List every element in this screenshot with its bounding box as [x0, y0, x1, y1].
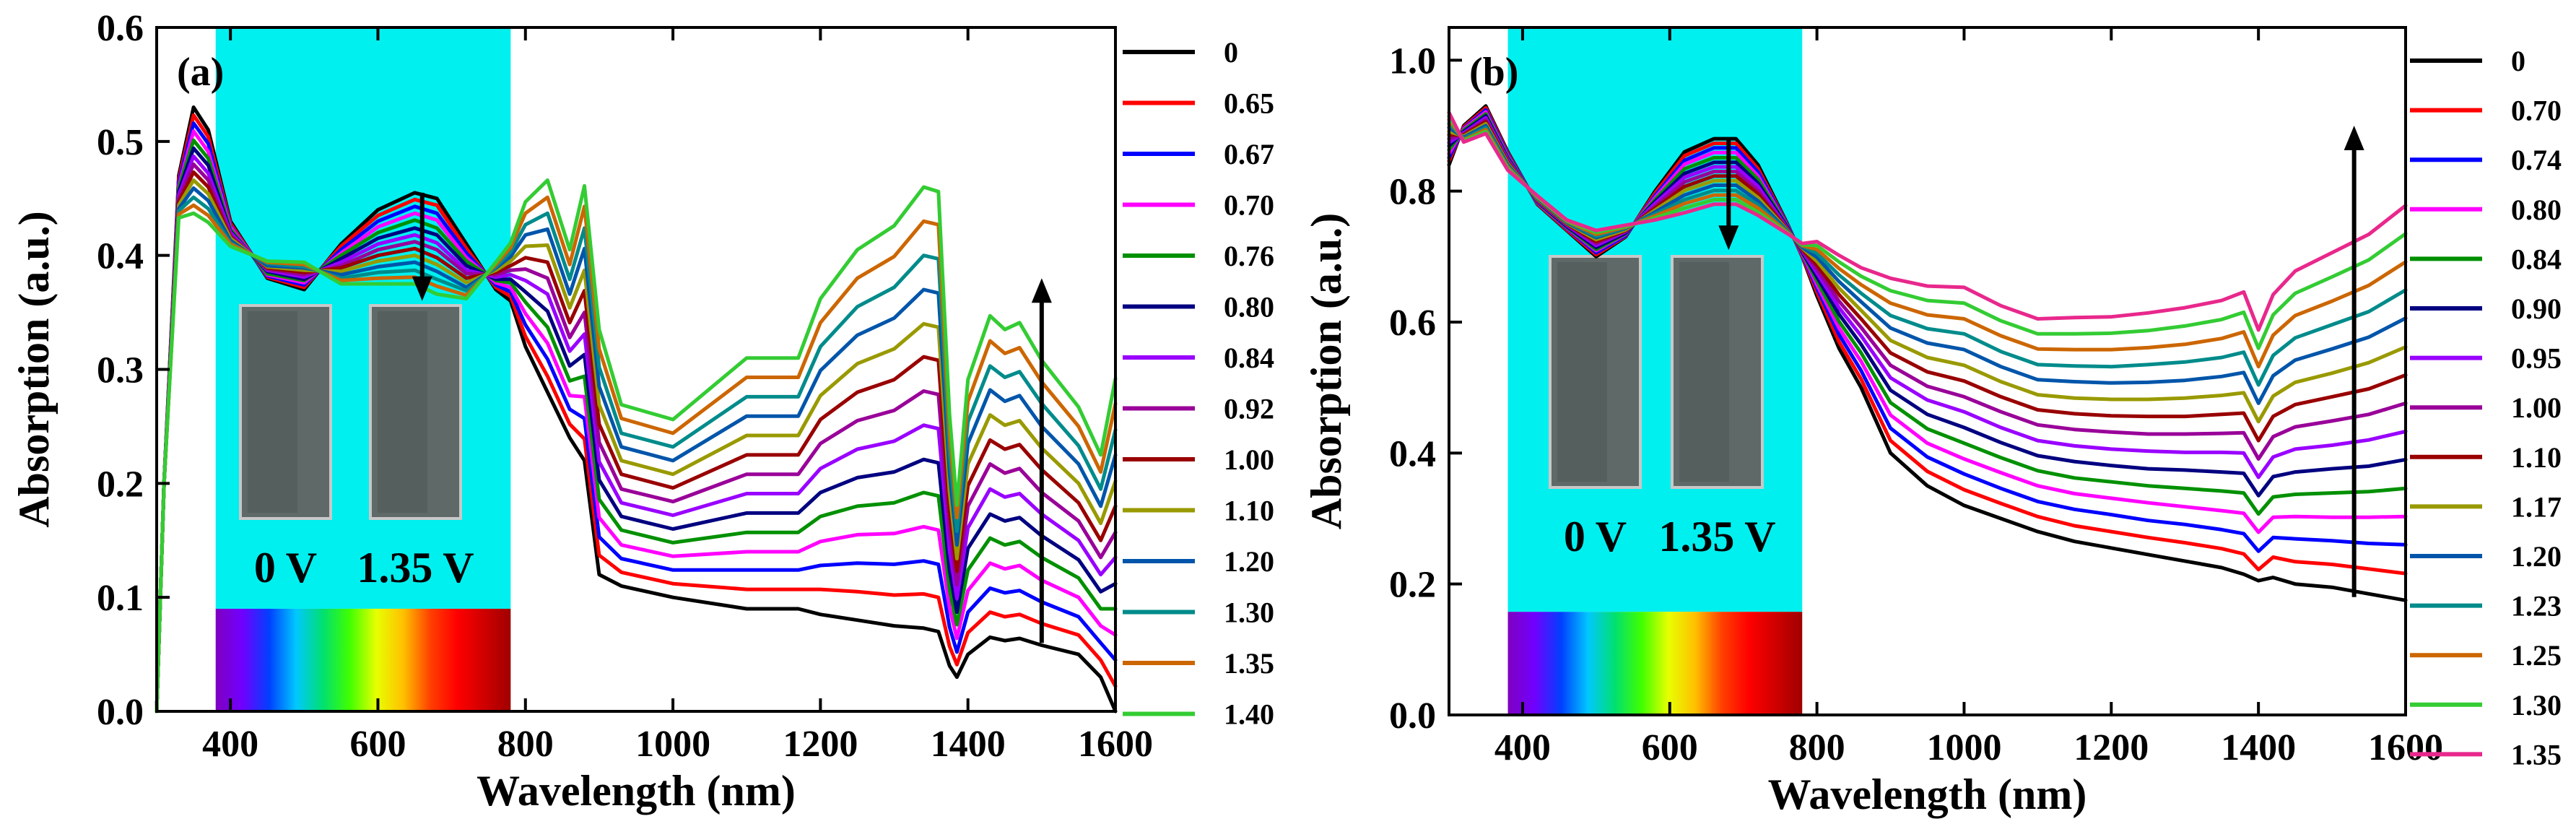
y-tick-label: 0.3 [97, 350, 144, 391]
legend-label: 1.00 [1224, 443, 1274, 476]
legend-label: 0.70 [1224, 189, 1274, 222]
sample-photo-film [1557, 262, 1607, 482]
x-tick-label: 1000 [635, 724, 710, 765]
inset-label-0v: 0 V [1564, 513, 1627, 560]
legend-label: 1.30 [2511, 689, 2562, 721]
legend-label: 0.65 [1224, 87, 1274, 120]
y-tick-label: 0.6 [1389, 303, 1436, 344]
sample-photo-film [248, 311, 297, 513]
x-tick-label: 400 [1494, 727, 1551, 768]
legend-label: 0.92 [1224, 393, 1274, 425]
legend-label: 0.80 [1224, 291, 1274, 324]
legend-label: 1.30 [1224, 597, 1274, 629]
y-tick-label: 0.2 [1389, 565, 1436, 606]
sample-photo-film [378, 311, 427, 513]
trend-arrow-head [1031, 278, 1052, 303]
trend-arrow-head [1718, 225, 1739, 251]
x-tick-label: 1600 [2368, 727, 2443, 768]
x-tick-label: 1000 [1926, 727, 2001, 768]
x-tick-label: 400 [202, 724, 258, 765]
x-axis-title: Wavelength (nm) [1768, 771, 2087, 818]
series-group [155, 105, 1118, 714]
y-tick-label: 0.4 [1389, 433, 1436, 474]
legend-label: 0.80 [2511, 194, 2562, 226]
y-tick-label: 0.8 [1389, 172, 1436, 213]
trend-arrow-head [2344, 126, 2364, 150]
legend-label: 0.70 [2511, 95, 2562, 127]
y-axis-title: Absorption (a.u.) [10, 211, 58, 527]
legend-label: 1.35 [1224, 647, 1274, 680]
legend: 0 0.65 0.67 0.70 0.76 0.80 0.84 0.92 1.00 1.10 1.2… [1123, 36, 1274, 731]
y-tick-label: 0.0 [1389, 695, 1436, 737]
legend-label: 0 [2511, 45, 2525, 77]
inset-label-1p35v: 1.35 V [357, 544, 474, 591]
x-tick-label: 800 [1789, 727, 1845, 768]
x-tick-label: 1400 [2221, 727, 2296, 768]
x-tick-label: 800 [497, 724, 554, 765]
legend-label: 0.74 [2511, 144, 2562, 176]
legend: 0 0.70 0.74 0.80 0.84 0.90 0.95 1.00 1.10 1.17 1.2… [2410, 45, 2562, 771]
series-group [1447, 104, 2408, 602]
x-tick-label: 1200 [783, 724, 858, 765]
x-tick-label: 1600 [1078, 724, 1153, 765]
y-tick-label: 0.0 [97, 692, 144, 733]
legend-label: 0.84 [2511, 243, 2562, 275]
x-tick-label: 1400 [931, 724, 1006, 765]
legend-label: 1.20 [2511, 540, 2562, 573]
legend-label: 1.20 [1224, 545, 1274, 578]
x-tick-label: 600 [349, 724, 406, 765]
x-tick-label: 1200 [2074, 727, 2149, 768]
inset-label-1p35v: 1.35 V [1658, 513, 1775, 560]
y-tick-label: 0.6 [97, 8, 144, 49]
y-tick-label: 1.0 [1389, 40, 1436, 82]
legend-label: 1.17 [2511, 490, 2562, 523]
y-tick-label: 0.5 [97, 122, 144, 163]
y-axis-title: Absorption (a.u.) [1302, 213, 1350, 529]
series-line-1p35 [1447, 110, 2408, 332]
y-tick-label: 0.2 [97, 464, 144, 505]
panel-a-chart: 0 V 1.35 V 400 600 800 1000 1200 1400 1600 0.0 0.1… [10, 8, 1274, 815]
legend-label: 0 [1224, 36, 1238, 69]
legend-label: 1.00 [2511, 391, 2562, 424]
series-line-1p40 [155, 178, 1118, 714]
spectrum-bar [1507, 612, 1803, 715]
legend-label: 0.90 [2511, 292, 2562, 325]
plot-frame [1448, 26, 2407, 716]
inset-label-0v: 0 V [254, 544, 317, 591]
legend-label: 1.23 [2511, 590, 2562, 623]
x-axis-title: Wavelength (nm) [477, 767, 796, 815]
legend-label: 0.76 [1224, 240, 1274, 272]
panel-label: (b) [1469, 50, 1518, 95]
legend-label: 0.95 [2511, 342, 2562, 375]
trend-arrow-head [412, 276, 432, 301]
legend-label: 0.84 [1224, 342, 1274, 374]
y-tick-label: 0.1 [97, 578, 144, 619]
sample-photo-film [1679, 262, 1729, 482]
x-tick-label: 600 [1642, 727, 1698, 768]
legend-label: 0.67 [1224, 138, 1274, 170]
panel-label: (a) [177, 50, 224, 95]
legend-label: 1.10 [1224, 495, 1274, 527]
legend-label: 1.25 [2511, 639, 2562, 672]
panel-b-chart: 0 V 1.35 V 400 600 800 1000 1200 1400 1600 0.0 0.2… [1302, 26, 2562, 818]
spectrum-bar [215, 608, 511, 711]
legend-label: 1.35 [2511, 738, 2562, 771]
y-tick-label: 0.4 [97, 236, 144, 277]
legend-label: 1.40 [1224, 698, 1274, 731]
legend-label: 1.10 [2511, 441, 2562, 474]
